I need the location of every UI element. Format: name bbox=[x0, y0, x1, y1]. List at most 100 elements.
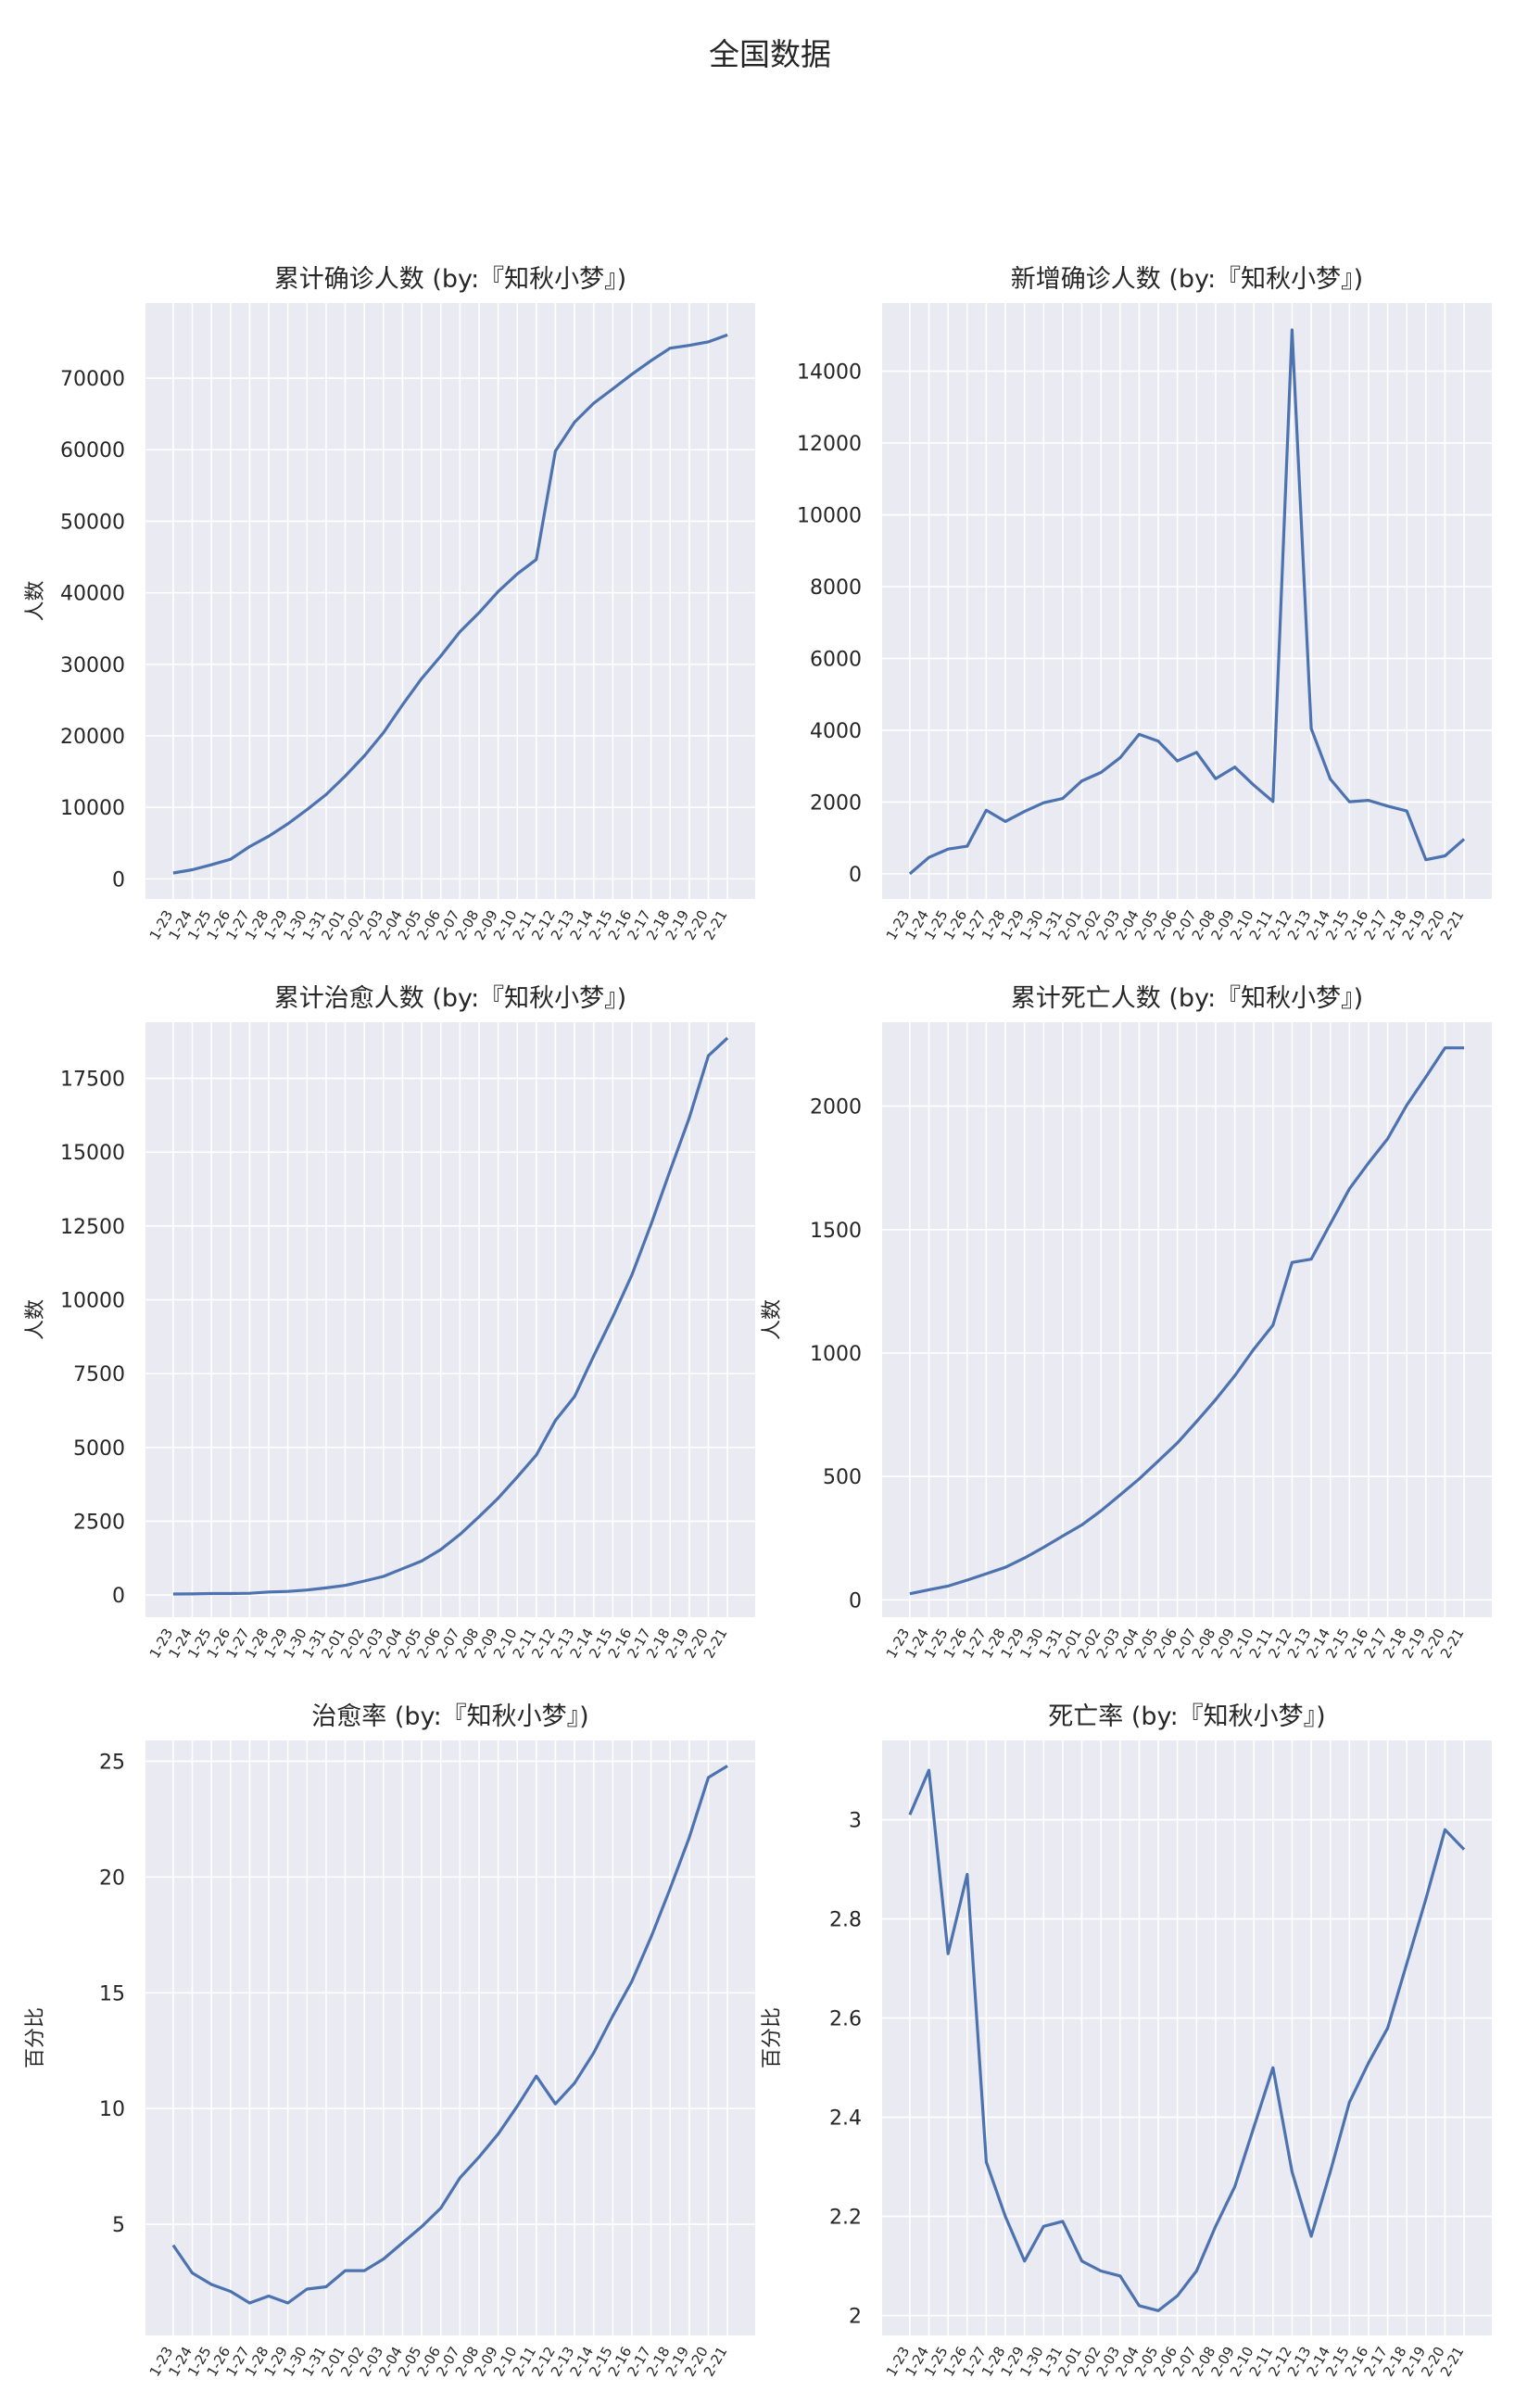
data-point bbox=[927, 854, 932, 860]
data-point bbox=[361, 1578, 367, 1584]
data-point bbox=[285, 821, 291, 827]
data-point bbox=[1098, 2269, 1104, 2274]
y-tick-label: 6000 bbox=[810, 648, 862, 671]
plot-area bbox=[145, 303, 755, 899]
data-point bbox=[1175, 2293, 1180, 2298]
data-point bbox=[983, 2159, 989, 2165]
data-point bbox=[457, 1532, 462, 1537]
data-point bbox=[208, 862, 214, 867]
y-tick-label: 2.4 bbox=[829, 2107, 862, 2131]
data-point bbox=[667, 346, 673, 351]
y-tick-label: 25 bbox=[99, 1751, 125, 1774]
y-tick-label: 40000 bbox=[60, 583, 125, 606]
data-point bbox=[228, 856, 234, 862]
y-tick-label: 20 bbox=[99, 1866, 125, 1890]
plot-area bbox=[145, 1022, 755, 1617]
data-point bbox=[983, 807, 989, 813]
data-point bbox=[1136, 731, 1142, 737]
y-tick-label: 20000 bbox=[60, 726, 125, 749]
data-point bbox=[725, 332, 730, 337]
y-tick-label: 10000 bbox=[60, 1289, 125, 1312]
y-tick-label: 60000 bbox=[60, 439, 125, 462]
data-point bbox=[1117, 755, 1123, 761]
y-tick-label: 2.2 bbox=[829, 2207, 862, 2230]
data-point bbox=[1175, 1440, 1180, 1446]
y-tick-label: 1500 bbox=[810, 1220, 862, 1243]
data-point bbox=[1346, 1186, 1352, 1192]
data-point bbox=[725, 1764, 730, 1769]
data-point bbox=[1117, 1492, 1123, 1498]
data-point bbox=[361, 753, 367, 759]
data-point bbox=[1136, 2303, 1142, 2309]
y-tick-label: 15000 bbox=[60, 1142, 125, 1165]
data-point bbox=[725, 1035, 730, 1041]
y-tick-label: 0 bbox=[112, 868, 125, 892]
chart-title: 累计治愈人数 (by:『知秋小梦』) bbox=[274, 984, 626, 1013]
data-point bbox=[1308, 2233, 1314, 2239]
plot-area bbox=[882, 1022, 1492, 1617]
data-point bbox=[1117, 2273, 1123, 2279]
data-point bbox=[228, 1591, 234, 1597]
data-point bbox=[706, 1053, 712, 1058]
data-point bbox=[285, 1588, 291, 1594]
data-point bbox=[667, 1886, 673, 1892]
data-point bbox=[1213, 2223, 1218, 2229]
data-point bbox=[706, 1775, 712, 1780]
chart-title: 累计确诊人数 (by:『知秋小梦』) bbox=[274, 265, 626, 294]
data-point bbox=[304, 1588, 309, 1593]
data-point bbox=[381, 730, 386, 736]
data-point bbox=[1443, 1827, 1448, 1832]
data-point bbox=[1041, 1545, 1046, 1550]
series-line bbox=[172, 333, 728, 875]
data-point bbox=[246, 1590, 252, 1596]
data-point bbox=[419, 676, 424, 681]
chart-panel-5: 1-231-241-251-261-271-281-291-301-312-01… bbox=[24, 1702, 755, 2379]
data-point bbox=[457, 2175, 462, 2181]
data-point bbox=[381, 2257, 386, 2262]
data-point bbox=[965, 1872, 970, 1878]
data-point bbox=[170, 870, 176, 876]
data-point bbox=[170, 1591, 176, 1597]
data-point bbox=[1098, 770, 1104, 776]
data-point bbox=[246, 844, 252, 850]
data-point bbox=[649, 1934, 654, 1940]
data-point bbox=[1060, 796, 1066, 802]
data-point bbox=[1251, 1347, 1256, 1352]
data-point bbox=[945, 1951, 951, 1956]
data-point bbox=[687, 1115, 692, 1120]
data-point bbox=[1308, 1257, 1314, 1262]
data-point bbox=[945, 1583, 951, 1588]
data-point bbox=[343, 1583, 348, 1588]
data-point bbox=[1404, 808, 1409, 814]
data-point bbox=[1060, 1533, 1066, 1538]
data-point bbox=[907, 1591, 913, 1597]
data-point bbox=[649, 358, 654, 363]
data-point bbox=[907, 1812, 913, 1817]
data-point bbox=[1232, 765, 1238, 770]
data-point bbox=[572, 1394, 577, 1399]
data-point bbox=[1385, 2025, 1391, 2031]
y-tick-label: 2000 bbox=[810, 1096, 862, 1120]
data-point bbox=[1366, 2060, 1371, 2066]
data-point bbox=[1232, 2184, 1238, 2190]
data-point bbox=[534, 1452, 539, 1458]
data-point bbox=[208, 2282, 214, 2287]
data-point bbox=[706, 339, 712, 345]
data-point bbox=[667, 1168, 673, 1173]
data-point bbox=[1022, 1555, 1028, 1561]
y-tick-label: 12500 bbox=[60, 1216, 125, 1239]
y-tick-label: 0 bbox=[112, 1585, 125, 1608]
data-point bbox=[1270, 799, 1276, 804]
data-point bbox=[1461, 836, 1467, 841]
data-point bbox=[496, 1496, 501, 1501]
data-point bbox=[419, 1558, 424, 1563]
data-point bbox=[190, 1591, 196, 1597]
data-point bbox=[1003, 818, 1008, 824]
chart-panel-2: 1-231-241-251-261-271-281-291-301-312-01… bbox=[797, 265, 1492, 943]
data-point bbox=[1079, 1522, 1085, 1527]
data-point bbox=[266, 833, 271, 839]
data-point bbox=[323, 791, 329, 797]
data-point bbox=[496, 2132, 501, 2137]
y-tick-label: 0 bbox=[849, 1589, 862, 1613]
